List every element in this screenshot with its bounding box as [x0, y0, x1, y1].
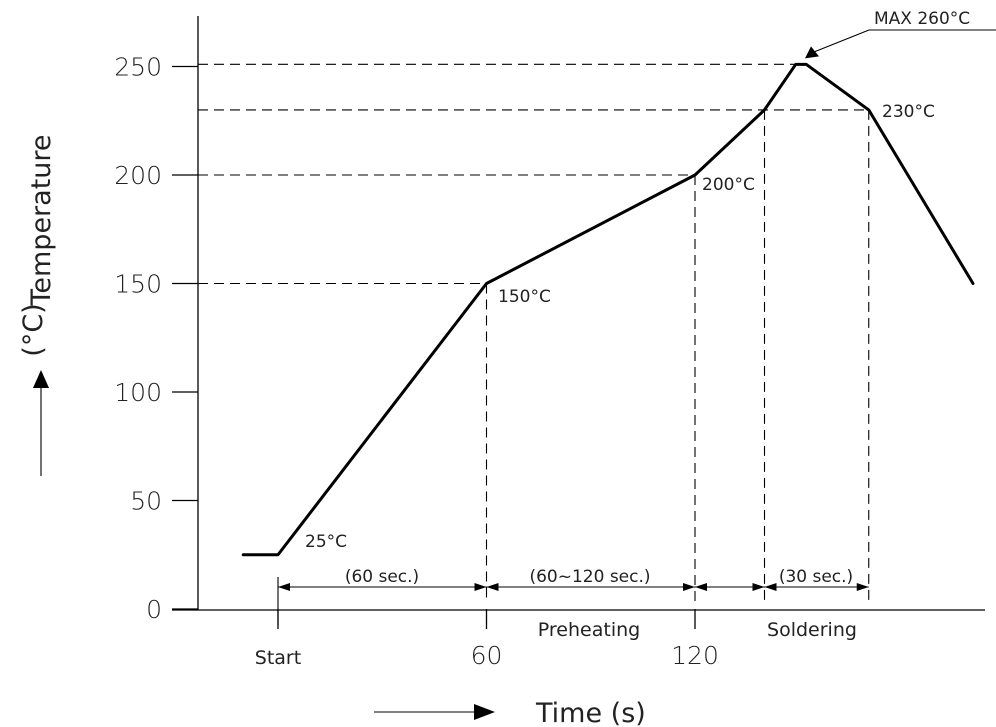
- dimension-arrow-head: [764, 583, 777, 591]
- temperature-curve: [241, 62, 975, 557]
- max-arrow-head: [804, 46, 819, 59]
- zone-label-preheating: Preheating: [538, 619, 640, 641]
- dimension-arrow-head: [752, 583, 765, 591]
- dimension-arrow-head: [278, 583, 290, 591]
- x-ticks: Start 60 120: [255, 609, 719, 670]
- zone-label-soldering: Soldering: [767, 619, 857, 641]
- point-label-150: 150°C: [498, 287, 551, 307]
- point-label-25: 25°C: [305, 532, 347, 552]
- dimension-arrow-head: [486, 583, 499, 591]
- y-ticks: 0 50 100 150 200 250: [114, 53, 198, 624]
- point-label-230: 230°C: [882, 102, 935, 122]
- dimension-arrow-head: [856, 583, 869, 591]
- point-label-200: 200°C: [702, 175, 755, 195]
- x-tick-label: 120: [671, 641, 719, 670]
- y-axis-unit: (°C): [18, 303, 49, 356]
- max-leader-line: [812, 29, 870, 53]
- dimension-arrow-head: [695, 583, 707, 591]
- y-tick-label: 250: [114, 53, 162, 82]
- duration-label-soldering: (30 sec.): [779, 567, 853, 587]
- duration-label-preheat-ramp: (60 sec.): [345, 567, 419, 587]
- x-axis-title: Time (s): [535, 698, 646, 727]
- duration-label-preheat: (60~120 sec.): [529, 567, 650, 587]
- y-tick-label: 100: [114, 378, 162, 407]
- x-tick-label: 60: [471, 641, 503, 670]
- y-tick-label: 0: [146, 595, 162, 624]
- x-axis-arrow-head: [474, 704, 495, 720]
- y-tick-label: 50: [130, 487, 162, 516]
- dimension-arrow-head: [474, 583, 487, 591]
- y-axis-arrow-head: [33, 370, 49, 388]
- y-tick-label: 150: [114, 270, 162, 299]
- y-tick-label: 200: [114, 161, 162, 190]
- x-tick-label: Start: [255, 647, 301, 669]
- guide-lines: [198, 63, 870, 603]
- dimension-arrow-head: [683, 583, 695, 591]
- max-label: MAX 260°C: [874, 9, 970, 29]
- y-axis-title: Temperature: [26, 134, 57, 306]
